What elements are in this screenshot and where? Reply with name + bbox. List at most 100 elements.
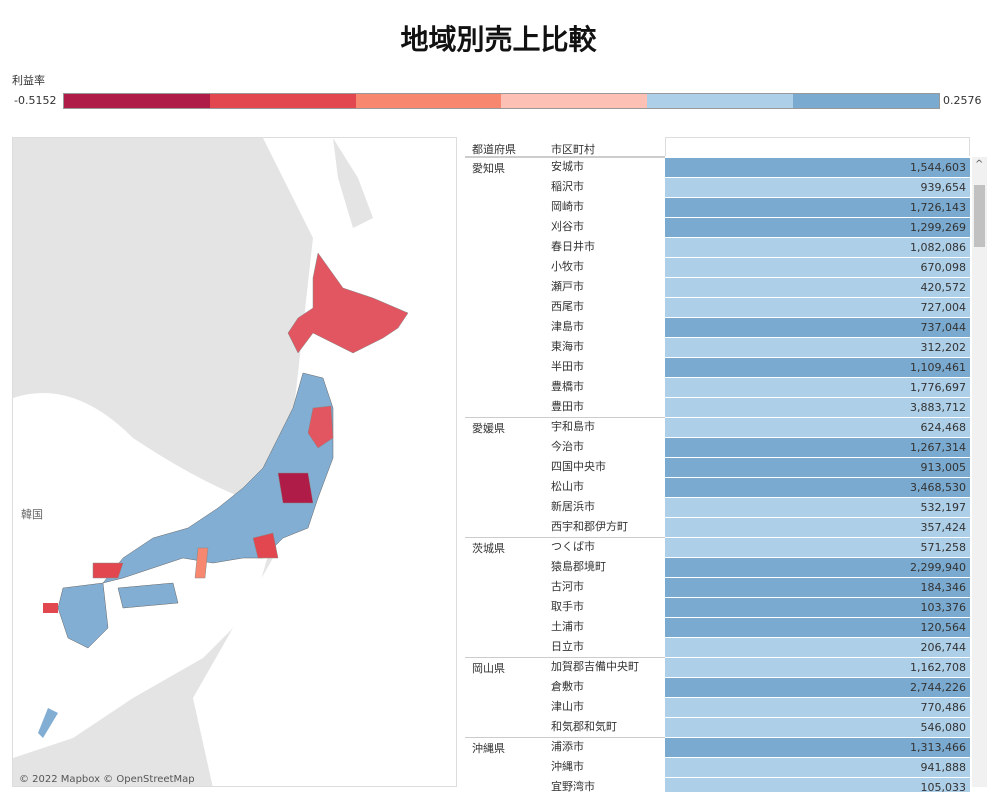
table-row: 愛知県 安城市 1,544,603 xyxy=(465,157,970,177)
sales-cell: 1,162,708 xyxy=(665,657,970,677)
legend-max: 0.2576 xyxy=(943,94,982,107)
table-row: 沖縄県 浦添市 1,313,466 xyxy=(465,737,970,757)
sales-cell: 624,468 xyxy=(665,417,970,437)
city: 沖縄市 xyxy=(551,760,584,773)
sales-cell: 571,258 xyxy=(665,537,970,557)
city: 四国中央市 xyxy=(551,460,606,473)
legend-swatch xyxy=(64,94,210,108)
city: つくば市 xyxy=(551,540,595,553)
place-label: 韓国 xyxy=(21,508,43,521)
scrollbar[interactable]: ^ xyxy=(972,157,987,787)
sales-cell: 670,098 xyxy=(665,257,970,277)
table-row: 東海市 312,202 xyxy=(465,337,970,357)
city: 安城市 xyxy=(551,160,584,173)
city: 古河市 xyxy=(551,580,584,593)
prefecture: 茨城県 xyxy=(472,542,505,555)
group-rule xyxy=(465,157,665,158)
group-rule xyxy=(465,737,665,738)
sales-cell: 1,267,314 xyxy=(665,437,970,457)
city: 加賀郡吉備中央町 xyxy=(551,660,639,673)
table-row: 豊田市 3,883,712 xyxy=(465,397,970,417)
sales-cell: 1,299,269 xyxy=(665,217,970,237)
table-row: 稲沢市 939,654 xyxy=(465,177,970,197)
prefecture: 沖縄県 xyxy=(472,742,505,755)
city: 稲沢市 xyxy=(551,180,584,193)
mie xyxy=(194,547,209,579)
sales-cell: 913,005 xyxy=(665,457,970,477)
city: 浦添市 xyxy=(551,740,584,753)
sales-cell: 939,654 xyxy=(665,177,970,197)
hokkaido xyxy=(287,252,409,354)
sales-cell: 1,544,603 xyxy=(665,157,970,177)
table-row: 四国中央市 913,005 xyxy=(465,457,970,477)
sales-cell: 103,376 xyxy=(665,597,970,617)
land xyxy=(333,138,373,228)
table-row: 小牧市 670,098 xyxy=(465,257,970,277)
table-row: 西宇和郡伊方町 357,424 xyxy=(465,517,970,537)
city: 岡崎市 xyxy=(551,200,584,213)
okinawa xyxy=(38,708,58,738)
city: 日立市 xyxy=(551,640,584,653)
scroll-arrow[interactable]: ^ xyxy=(975,159,984,170)
sales-cell: 3,883,712 xyxy=(665,397,970,417)
legend-label: 利益率 xyxy=(12,74,45,87)
sales-cell: 3,468,530 xyxy=(665,477,970,497)
scroll-thumb[interactable] xyxy=(974,185,985,247)
sales-cell: 2,299,940 xyxy=(665,557,970,577)
city: 小牧市 xyxy=(551,260,584,273)
city: 宜野湾市 xyxy=(551,780,595,792)
legend-min: -0.5152 xyxy=(14,94,57,107)
city: 東海市 xyxy=(551,340,584,353)
sales-cell: 206,744 xyxy=(665,637,970,657)
sales-cell: 727,004 xyxy=(665,297,970,317)
map[interactable]: 韓国 © 2022 Mapbox © OpenStreetMap xyxy=(12,137,457,787)
header-cell xyxy=(665,137,970,156)
city: 取手市 xyxy=(551,600,584,613)
column-header: 市区町村 xyxy=(551,143,595,156)
attribution: © 2022 Mapbox © OpenStreetMap xyxy=(19,774,195,785)
fukushima xyxy=(277,472,314,504)
color-legend xyxy=(63,93,940,109)
sales-cell: 546,080 xyxy=(665,717,970,737)
sales-cell: 1,082,086 xyxy=(665,237,970,257)
table-row: 津山市 770,486 xyxy=(465,697,970,717)
table[interactable]: 都道府県 市区町村 愛知県 安城市 1,544,603 稲沢市 939,654 岡崎市 1,… xyxy=(465,137,972,792)
yamaguchi xyxy=(92,562,124,579)
table-row: 土浦市 120,564 xyxy=(465,617,970,637)
honshu xyxy=(102,372,334,584)
sales-cell: 2,744,226 xyxy=(665,677,970,697)
title: 地域別売上比較 xyxy=(400,23,597,56)
legend-swatch xyxy=(647,94,794,108)
city: 和気郡和気町 xyxy=(551,720,617,733)
legend-swatch xyxy=(209,94,356,108)
sales-cell: 420,572 xyxy=(665,277,970,297)
table-row: 津島市 737,044 xyxy=(465,317,970,337)
map-svg: 韓国 © 2022 Mapbox © OpenStreetMap xyxy=(13,138,456,786)
city: 猿島郡境町 xyxy=(551,560,606,573)
table-row: 取手市 103,376 xyxy=(465,597,970,617)
iwate xyxy=(307,405,334,449)
table-row: 西尾市 727,004 xyxy=(465,297,970,317)
sales-cell: 105,033 xyxy=(665,777,970,792)
legend-swatch xyxy=(793,94,939,108)
sales-cell: 1,313,466 xyxy=(665,737,970,757)
table-row: 愛媛県 宇和島市 624,468 xyxy=(465,417,970,437)
group-rule xyxy=(465,657,665,658)
legend-swatch xyxy=(501,94,648,108)
table-row: 半田市 1,109,461 xyxy=(465,357,970,377)
city: 津島市 xyxy=(551,320,584,333)
table-row: 宜野湾市 105,033 xyxy=(465,777,970,792)
legend-swatch xyxy=(355,94,502,108)
table-row: 猿島郡境町 2,299,940 xyxy=(465,557,970,577)
city: 今治市 xyxy=(551,440,584,453)
sales-cell: 1,726,143 xyxy=(665,197,970,217)
table-row: 和気郡和気町 546,080 xyxy=(465,717,970,737)
sales-cell: 532,197 xyxy=(665,497,970,517)
sales-cell: 1,109,461 xyxy=(665,357,970,377)
city: 倉敷市 xyxy=(551,680,584,693)
nagasaki xyxy=(43,603,58,613)
sales-cell: 357,424 xyxy=(665,517,970,537)
city: 松山市 xyxy=(551,480,584,493)
city: 西尾市 xyxy=(551,300,584,313)
